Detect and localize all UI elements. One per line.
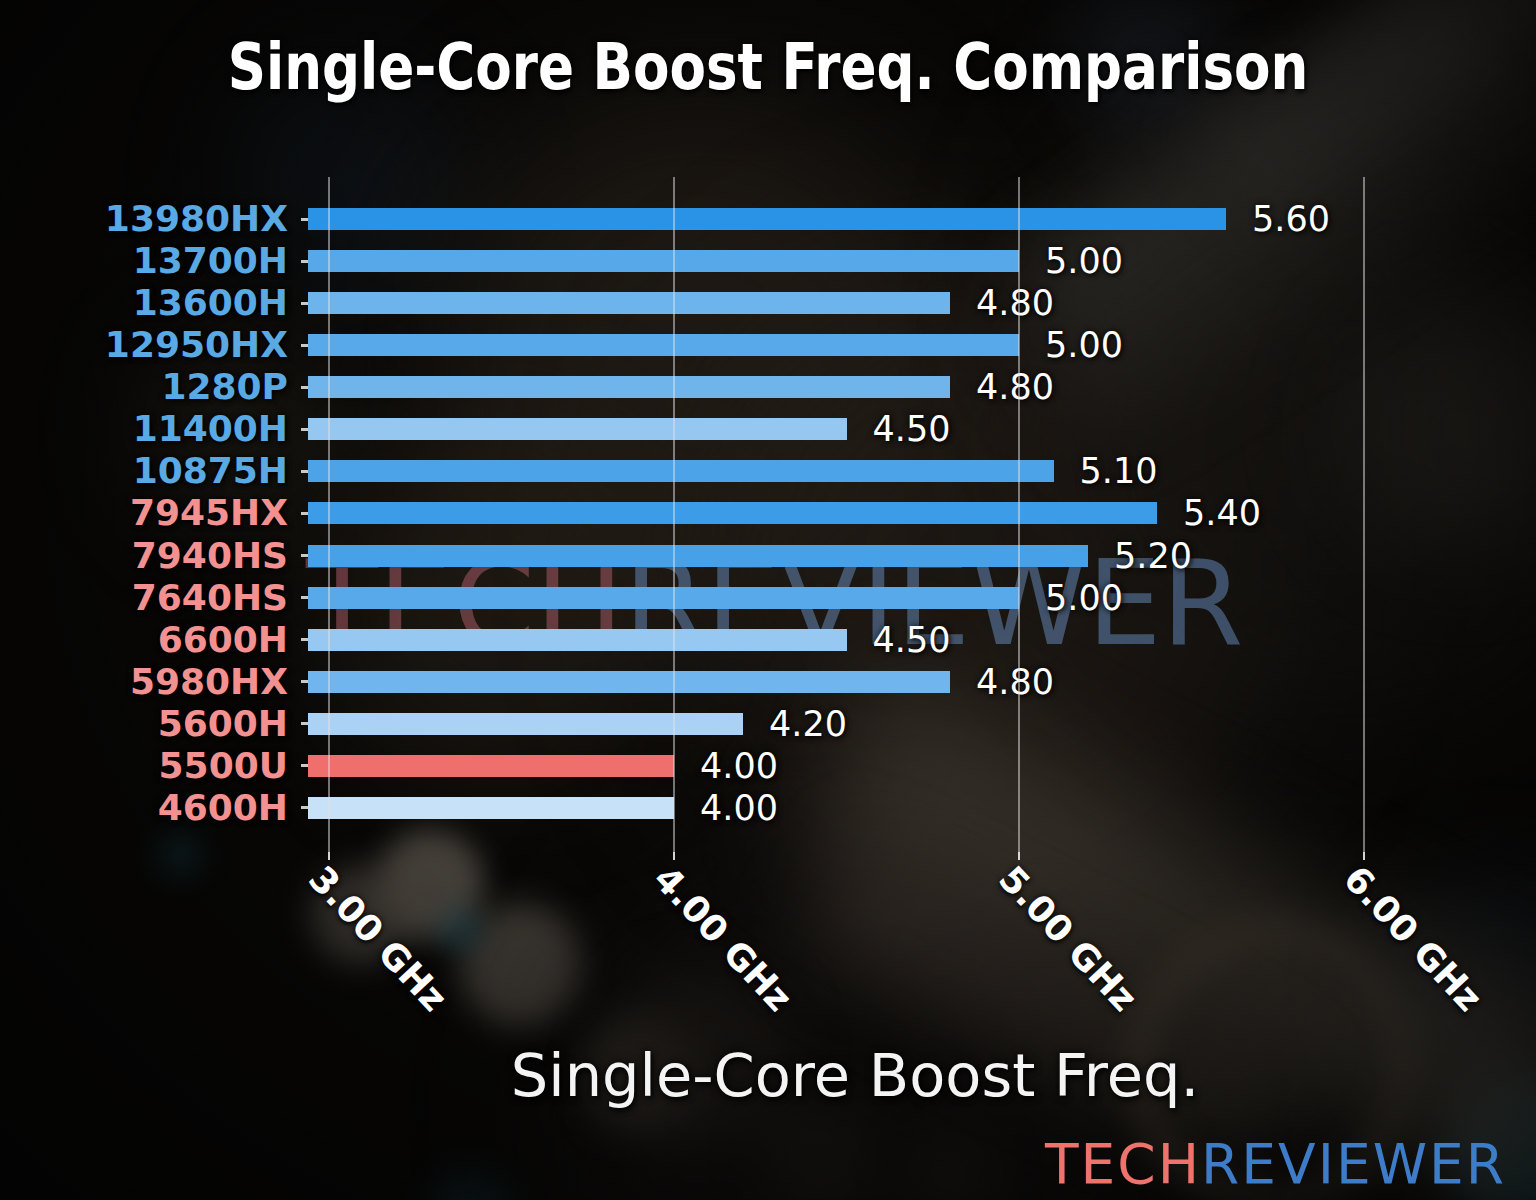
value-label: 4.80 (976, 366, 1054, 408)
y-axis-tick (301, 218, 308, 221)
category-label: 13700H (0, 240, 288, 282)
x-tick-label: 6.00 GHz (1336, 858, 1490, 1019)
bar (308, 671, 950, 693)
category-label: 11400H (0, 408, 288, 450)
bar (308, 629, 847, 651)
x-axis-label: Single-Core Boost Freq. (305, 1041, 1405, 1110)
y-axis-tick (301, 302, 308, 305)
bar (308, 713, 743, 735)
gridline (1018, 177, 1020, 852)
category-label: 5600H (0, 703, 288, 745)
category-label: 6600H (0, 619, 288, 661)
y-axis-tick (301, 722, 308, 725)
y-axis-tick (301, 260, 308, 263)
logo-tech: TECH (1045, 1132, 1201, 1196)
bar (308, 250, 1019, 272)
bar (308, 292, 950, 314)
bar-chart: 13980HX 5.60 13700H 5.00 13600H 4.80 12950HX 5.… (0, 0, 1536, 1200)
value-label: 4.00 (700, 745, 778, 787)
logo-reviewer: REVIEWER (1201, 1132, 1506, 1196)
category-label: 1280P (0, 366, 288, 408)
bar (308, 208, 1226, 230)
y-axis-tick (301, 386, 308, 389)
y-axis-tick (301, 638, 308, 641)
value-label: 4.20 (769, 703, 847, 745)
value-label: 5.10 (1080, 450, 1158, 492)
value-label: 5.00 (1045, 577, 1123, 619)
y-axis-tick (301, 470, 308, 473)
bar (308, 418, 847, 440)
category-label: 13980HX (0, 198, 288, 240)
bar (308, 755, 674, 777)
x-tick-label: 4.00 GHz (646, 858, 800, 1019)
category-label: 10875H (0, 450, 288, 492)
value-label: 5.00 (1045, 240, 1123, 282)
chart-title: Single-Core Boost Freq. Comparison (131, 30, 1406, 104)
bar (308, 587, 1019, 609)
y-axis-tick (301, 764, 308, 767)
x-tick-label: 5.00 GHz (991, 858, 1145, 1019)
y-axis-tick (301, 554, 308, 557)
category-label: 12950HX (0, 324, 288, 366)
bar (308, 797, 674, 819)
bar (308, 376, 950, 398)
category-label: 7640HS (0, 577, 288, 619)
value-label: 4.50 (873, 619, 951, 661)
value-label: 5.60 (1252, 198, 1330, 240)
category-label: 13600H (0, 282, 288, 324)
value-label: 4.80 (976, 661, 1054, 703)
value-label: 4.80 (976, 282, 1054, 324)
category-label: 4600H (0, 787, 288, 829)
y-axis-tick (301, 596, 308, 599)
techreviewer-logo: TECHREVIEWER (1045, 1137, 1506, 1192)
y-axis-tick (301, 428, 308, 431)
value-label: 5.00 (1045, 324, 1123, 366)
value-label: 4.50 (873, 408, 951, 450)
y-axis-tick (301, 806, 308, 809)
category-label: 7945HX (0, 492, 288, 534)
bar (308, 502, 1157, 524)
gridline (1363, 177, 1365, 852)
category-label: 7940HS (0, 535, 288, 577)
y-axis-tick (301, 680, 308, 683)
value-label: 5.40 (1183, 492, 1261, 534)
y-axis-tick (301, 344, 308, 347)
gridline (673, 177, 675, 852)
bar (308, 545, 1088, 567)
bar (308, 460, 1054, 482)
category-label: 5980HX (0, 661, 288, 703)
x-tick-label: 3.00 GHz (301, 858, 455, 1019)
value-label: 5.20 (1114, 535, 1192, 577)
category-label: 5500U (0, 745, 288, 787)
y-axis-tick (301, 512, 308, 515)
value-label: 4.00 (700, 787, 778, 829)
bar (308, 334, 1019, 356)
gridline (328, 177, 330, 852)
